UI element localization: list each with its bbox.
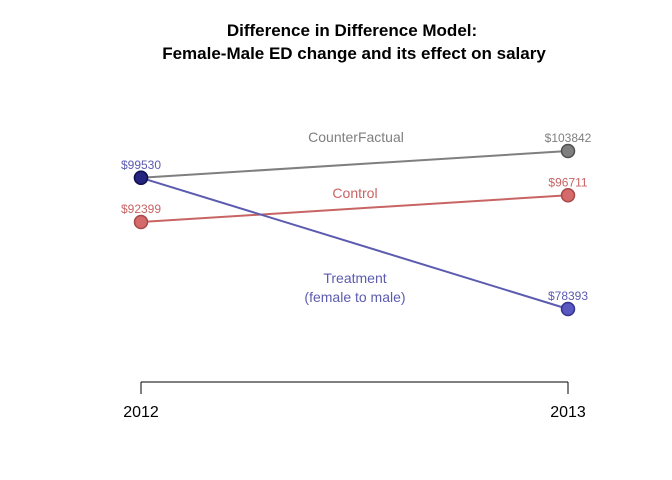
series-line-control: [140, 194, 569, 224]
series-name-treatment-line-2: (female to male): [304, 289, 405, 305]
value-label-treatment-2012: $99530: [121, 158, 161, 172]
point-treatment-2013: [560, 301, 576, 317]
point-control-2012: [133, 214, 149, 230]
series-line-counterfactual: [140, 150, 569, 179]
series-name-control: Control: [332, 185, 377, 201]
value-label-treatment-2013: $78393: [548, 289, 588, 303]
value-label-control-2012: $92399: [121, 202, 161, 216]
x-tick-label-2012: 2012: [123, 404, 159, 421]
point-treatment-2012: [133, 170, 149, 186]
series-name-treatment-line-1: Treatment: [323, 270, 386, 286]
value-label-counterfactual-2013: $103842: [545, 131, 592, 145]
chart-title-line-1: Difference in Difference Model:: [227, 21, 477, 40]
series-lines: [140, 150, 569, 310]
series-name-counterfactual: CounterFactual: [308, 129, 404, 145]
series-line-treatment: [140, 176, 569, 310]
point-control-2013: [560, 188, 576, 203]
value-label-control-2013: $96711: [548, 175, 587, 189]
x-axis: 2012 2013: [123, 381, 586, 421]
series-markers: [133, 143, 576, 317]
x-tick-label-2013: 2013: [550, 404, 586, 421]
chart-title-line-2: Female-Male ED change and its effect on …: [162, 44, 546, 63]
point-counterfactual-2013: [560, 143, 576, 159]
series-labels: $103842 CounterFactual $92399 $96711 Control…: [121, 129, 592, 305]
